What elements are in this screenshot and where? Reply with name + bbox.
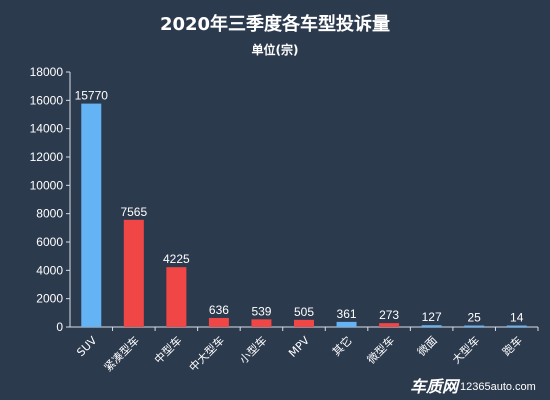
y-tick-label: 14000 — [30, 122, 64, 136]
x-tick-label: 其它 — [329, 333, 354, 358]
y-tick-label: 18000 — [30, 65, 64, 79]
watermark-brand: 车质网 — [410, 377, 461, 396]
bar — [421, 325, 442, 327]
watermark-url: 12365auto.com — [460, 381, 536, 393]
y-tick-label: 4000 — [36, 263, 63, 277]
chart-title: 2020年三季度各车型投诉量 — [160, 13, 390, 35]
bar — [208, 317, 229, 327]
bar-value-label: 636 — [209, 303, 229, 317]
bar-value-label: 25 — [468, 311, 482, 325]
bar-value-label: 273 — [379, 308, 399, 322]
y-tick-label: 12000 — [30, 150, 64, 164]
bars-group: 15770 7565 4225 636 539 505 361 273 127 25 14 — [75, 89, 527, 327]
bar — [166, 267, 187, 327]
bar-value-label: 505 — [294, 305, 314, 319]
chart-subtitle: 单位(宗) — [252, 42, 299, 57]
bar — [464, 325, 485, 327]
watermark: 车质网 12365auto.com — [410, 377, 536, 396]
bar-value-label: 127 — [422, 310, 442, 324]
bar-value-label: 7565 — [120, 205, 147, 219]
y-tick-label: 2000 — [36, 292, 63, 306]
x-tick-label: 紧凑型车 — [101, 333, 142, 374]
bar — [294, 319, 314, 327]
y-tick-label: 0 — [56, 320, 63, 334]
bar-value-label: 361 — [337, 307, 357, 321]
axes: 0 2000 4000 6000 8000 10000 12000 14000 16000 180… — [30, 65, 539, 374]
bar — [81, 103, 102, 327]
x-tick-label: 小型车 — [236, 333, 269, 366]
y-tick-label: 6000 — [36, 235, 63, 249]
bar-value-label: 14 — [510, 311, 524, 325]
x-tick-label: 微面 — [414, 333, 439, 358]
x-tick-label: 中型车 — [151, 333, 184, 366]
x-tick-label: 大型车 — [449, 333, 482, 366]
bar — [506, 325, 527, 327]
bar-value-label: 4225 — [163, 252, 190, 266]
bar — [379, 323, 400, 327]
x-tick-label: 跑车 — [499, 333, 524, 358]
bar-value-label: 15770 — [75, 89, 109, 103]
bar — [251, 319, 272, 327]
bar — [123, 219, 144, 327]
y-tick-label: 16000 — [30, 93, 64, 107]
x-tick-label: 中大型车 — [186, 333, 227, 374]
x-tick-label: MPV — [286, 334, 312, 360]
x-tick-label: SUV — [74, 334, 99, 359]
y-tick-label: 10000 — [30, 178, 64, 192]
x-tick-label: 微型车 — [364, 333, 397, 366]
bar — [336, 321, 357, 327]
bar-value-label: 539 — [251, 304, 271, 318]
y-tick-label: 8000 — [36, 207, 63, 221]
